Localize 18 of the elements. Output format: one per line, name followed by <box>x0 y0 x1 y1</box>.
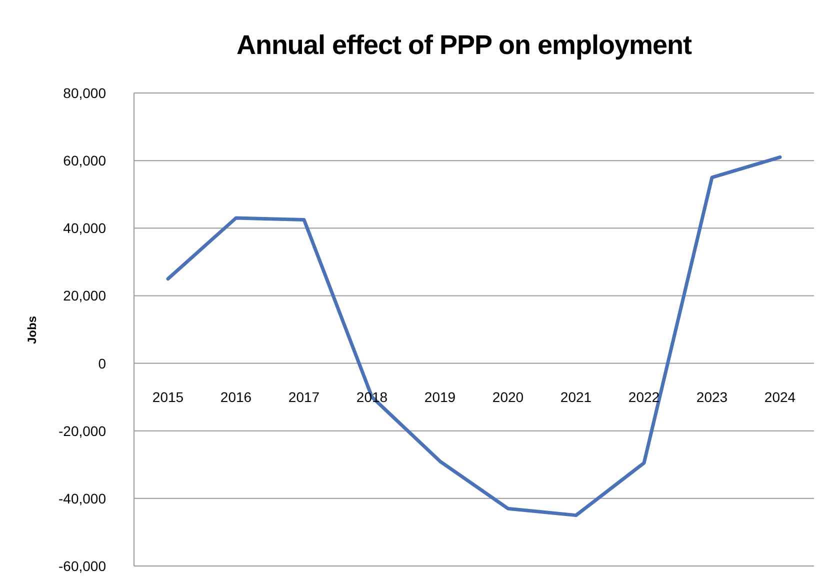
x-tick-label: 2024 <box>764 388 796 405</box>
y-tick-label: 60,000 <box>63 152 106 169</box>
x-tick-label: 2020 <box>492 388 524 405</box>
x-tick-label: 2016 <box>220 388 252 405</box>
x-tick-label: 2015 <box>152 388 184 405</box>
x-tick-label: 2019 <box>424 388 456 405</box>
y-tick-label: 40,000 <box>63 220 106 236</box>
x-tick-label: 2021 <box>560 388 592 405</box>
y-tick-label: -20,000 <box>58 422 106 439</box>
y-axis-title: Jobs <box>25 316 40 344</box>
x-tick-label: 2017 <box>288 388 320 405</box>
y-tick-label: 80,000 <box>63 84 106 101</box>
x-tick-label: 2023 <box>696 388 728 405</box>
y-tick-label: 20,000 <box>63 288 106 304</box>
chart-title: Annual effect of PPP on employment <box>235 30 693 61</box>
y-tick-label: -40,000 <box>58 490 106 506</box>
y-tick-label: 0 <box>98 355 106 372</box>
y-tick-label: -60,000 <box>58 558 106 574</box>
